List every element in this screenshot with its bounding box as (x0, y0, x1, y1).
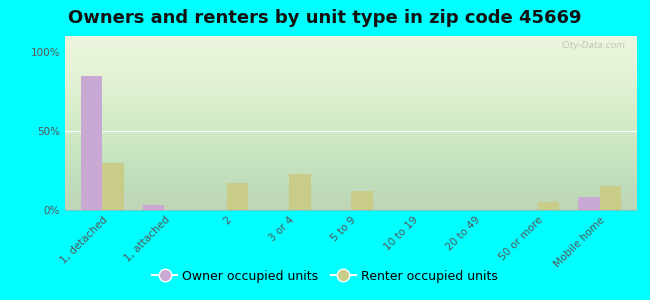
Bar (81, 76, 102, 210)
Legend: Owner occupied units, Renter occupied units: Owner occupied units, Renter occupied un… (148, 265, 502, 288)
Bar (102, 163, 124, 210)
Bar (600, 186, 621, 210)
Text: City-Data.com: City-Data.com (562, 41, 625, 50)
Bar (351, 191, 372, 210)
Bar (143, 205, 164, 210)
Bar (227, 183, 248, 210)
Bar (538, 202, 559, 210)
Bar (289, 174, 311, 210)
Text: Owners and renters by unit type in zip code 45669: Owners and renters by unit type in zip c… (68, 9, 582, 27)
Bar (578, 197, 600, 210)
